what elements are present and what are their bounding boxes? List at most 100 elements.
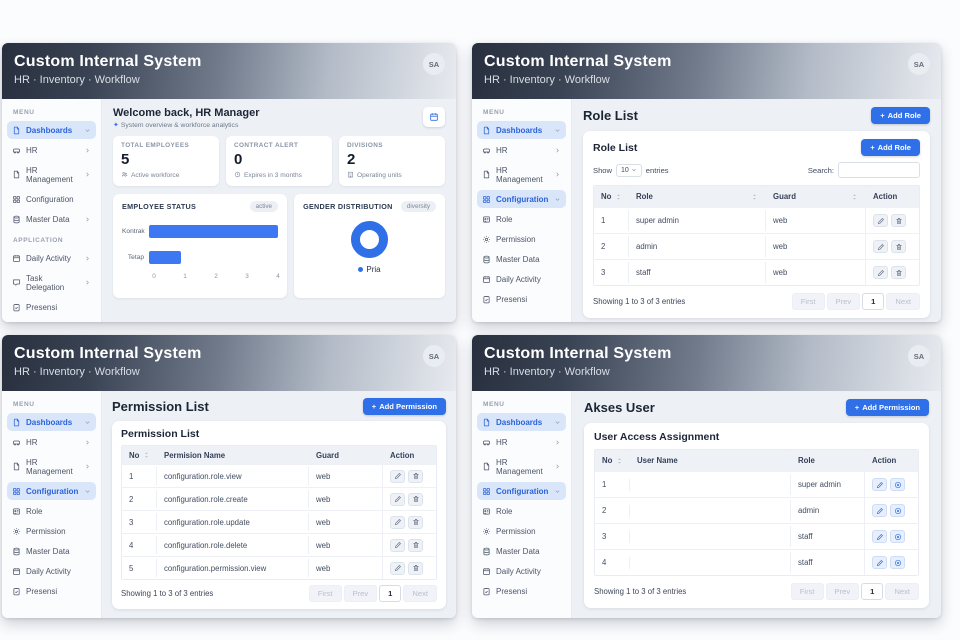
sidebar-item-hr[interactable]: HR (477, 141, 566, 159)
sidebar-item-presensi[interactable]: Presensi (7, 582, 96, 600)
delete-button[interactable] (408, 515, 423, 529)
edit-button[interactable] (872, 478, 887, 491)
pagination-first[interactable]: First (790, 583, 824, 600)
edit-button[interactable] (390, 538, 405, 552)
edit-button[interactable] (390, 492, 405, 506)
avatar[interactable]: SA (908, 53, 930, 75)
sidebar-item-configuration[interactable]: Configuration (7, 482, 96, 500)
cell-user-name-redacted (629, 556, 790, 569)
sidebar-item-master-data[interactable]: Master Data (477, 250, 566, 268)
avatar[interactable]: SA (423, 345, 445, 367)
view-access-button[interactable] (890, 556, 905, 569)
add-role-button[interactable]: + Add Role (871, 107, 930, 124)
avatar[interactable]: SA (908, 345, 930, 367)
sidebar-item-hr[interactable]: HR (477, 433, 566, 451)
delete-button[interactable] (891, 214, 906, 227)
sidebar-item-hr-management[interactable]: HR Management (477, 161, 566, 188)
sidebar-item-dashboards[interactable]: Dashboards (477, 121, 566, 139)
sidebar-item-permission[interactable]: Permission (477, 522, 566, 540)
column-header-no[interactable]: No (122, 446, 156, 464)
permission-table: No Permision Name Guard Action 1 configu… (121, 445, 437, 580)
pagination-page-1[interactable]: 1 (862, 293, 885, 310)
calendar-button[interactable] (423, 107, 445, 127)
column-header-user-name[interactable]: User Name (629, 450, 790, 471)
column-header-guard[interactable]: Guard (765, 186, 865, 207)
pagination-next[interactable]: Next (885, 583, 919, 600)
pagination-prev[interactable]: Prev (826, 293, 861, 310)
sidebar-item-dashboards[interactable]: Dashboards (7, 413, 96, 431)
cell-no: 2 (601, 242, 606, 251)
sidebar-item-presensi[interactable]: Presensi (477, 290, 566, 308)
sidebar-item-daily-activity[interactable]: Daily Activity (477, 270, 566, 288)
view-access-button[interactable] (890, 478, 905, 491)
pagination-prev[interactable]: Prev (825, 583, 860, 600)
sidebar-item-master-data[interactable]: Master Data (477, 542, 566, 560)
sidebar-item-permission[interactable]: Permission (7, 522, 96, 540)
delete-button[interactable] (891, 240, 906, 253)
cell-no: 1 (601, 216, 606, 225)
delete-button[interactable] (408, 561, 423, 575)
pagination-page-1[interactable]: 1 (379, 585, 402, 602)
edit-button[interactable] (390, 515, 405, 529)
pagination-first[interactable]: First (791, 293, 825, 310)
sidebar-item-permission[interactable]: Permission (477, 230, 566, 248)
sidebar-item-dashboards[interactable]: Dashboards (477, 413, 566, 431)
delete-button[interactable] (408, 492, 423, 506)
delete-button[interactable] (891, 266, 906, 279)
pagination-page-1[interactable]: 1 (861, 583, 884, 600)
sidebar-item-label: Dashboards (26, 125, 73, 135)
sidebar-item-role[interactable]: Role (7, 502, 96, 520)
column-header-role[interactable]: Role (628, 186, 765, 207)
column-header-no[interactable]: No (594, 186, 628, 207)
sidebar-item-configuration[interactable]: Configuration (477, 190, 566, 208)
edit-button[interactable] (390, 561, 405, 575)
avatar[interactable]: SA (423, 53, 445, 75)
sidebar-item-presensi[interactable]: Presensi (7, 298, 96, 316)
edit-button[interactable] (873, 266, 888, 279)
column-header-role[interactable]: Role (790, 450, 864, 471)
sidebar-item-hr-management[interactable]: HR Management (7, 161, 96, 188)
sidebar-item-hr[interactable]: HR (7, 141, 96, 159)
edit-button[interactable] (872, 530, 887, 543)
menu-section-label: MENU (13, 401, 35, 408)
sidebar-item-master-data[interactable]: Master Data (7, 210, 96, 228)
pagination-first[interactable]: First (308, 585, 342, 602)
edit-button[interactable] (873, 214, 888, 227)
pagination-prev[interactable]: Prev (343, 585, 378, 602)
add-role-button[interactable]: + Add Role (861, 139, 920, 156)
add-permission-button[interactable]: + Add Permission (845, 399, 929, 416)
entries-select[interactable]: 10 (616, 163, 642, 177)
pagination-next[interactable]: Next (403, 585, 437, 602)
app-subtitle: HR · Inventory · Workflow (484, 366, 610, 378)
edit-button[interactable] (873, 240, 888, 253)
column-header-no[interactable]: No (595, 450, 629, 471)
sidebar-item-daily-activity[interactable]: Daily Activity (7, 249, 96, 267)
sidebar-item-role[interactable]: Role (477, 210, 566, 228)
view-access-button[interactable] (890, 530, 905, 543)
sidebar-item-daily-activity[interactable]: Daily Activity (7, 562, 96, 580)
view-access-button[interactable] (890, 504, 905, 517)
delete-button[interactable] (408, 469, 423, 483)
delete-button[interactable] (408, 538, 423, 552)
edit-button[interactable] (872, 504, 887, 517)
search-input[interactable] (838, 162, 920, 178)
add-permission-button[interactable]: + Add Permission (362, 398, 446, 415)
sidebar-item-hr[interactable]: HR (7, 433, 96, 451)
sidebar-item-presensi[interactable]: Presensi (477, 582, 566, 600)
sidebar-item-hr-management[interactable]: HR Management (7, 453, 96, 480)
sidebar-item-role[interactable]: Role (477, 502, 566, 520)
edit-button[interactable] (390, 469, 405, 483)
cell-permission-name: configuration.permission.view (156, 559, 308, 577)
sidebar-item-master-data[interactable]: Master Data (7, 542, 96, 560)
page-title: Permission List (112, 399, 209, 414)
column-header-permission-name[interactable]: Permision Name (156, 446, 308, 464)
pagination-next[interactable]: Next (886, 293, 920, 310)
column-header-guard[interactable]: Guard (308, 446, 382, 464)
sidebar-item-hr-management[interactable]: HR Management (477, 453, 566, 480)
sidebar-item-task-delegation[interactable]: Task Delegation (7, 269, 96, 296)
sidebar-item-daily-activity[interactable]: Daily Activity (477, 562, 566, 580)
sidebar-item-configuration[interactable]: Configuration (7, 190, 96, 208)
sidebar-item-configuration[interactable]: Configuration (477, 482, 566, 500)
sidebar-item-dashboards[interactable]: Dashboards (7, 121, 96, 139)
edit-button[interactable] (872, 556, 887, 569)
